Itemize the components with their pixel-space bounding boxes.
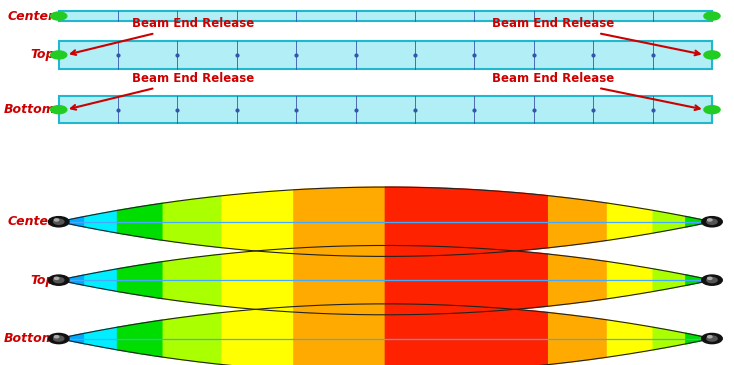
Circle shape [51,12,67,20]
Circle shape [708,277,712,280]
Text: Top: Top [31,274,55,287]
Text: Beam End Release: Beam End Release [492,72,700,110]
Polygon shape [608,320,653,357]
Polygon shape [653,327,686,350]
Circle shape [704,51,720,59]
Polygon shape [653,210,686,233]
Circle shape [707,219,717,224]
Bar [59,41,712,69]
Circle shape [704,12,720,20]
Polygon shape [294,304,385,365]
Bar [59,96,712,123]
Circle shape [54,336,59,338]
Polygon shape [686,275,712,285]
Polygon shape [477,307,548,365]
Polygon shape [163,254,222,306]
Circle shape [48,334,69,344]
Polygon shape [548,312,608,365]
Polygon shape [477,190,548,254]
Polygon shape [385,245,477,315]
Polygon shape [59,333,85,344]
Circle shape [702,275,722,285]
Text: Top: Top [31,49,55,61]
Polygon shape [385,304,477,365]
Polygon shape [686,333,712,344]
Circle shape [707,277,717,283]
Polygon shape [85,327,117,350]
Circle shape [48,216,69,227]
Text: Center: Center [8,215,55,228]
Polygon shape [608,203,653,241]
Circle shape [51,51,67,59]
Polygon shape [608,261,653,299]
Polygon shape [85,210,117,233]
Text: Bottom: Bottom [3,332,55,345]
Circle shape [48,275,69,285]
Polygon shape [59,275,85,285]
Circle shape [702,216,722,227]
Circle shape [54,219,64,224]
Polygon shape [294,187,385,256]
Circle shape [54,277,59,280]
Polygon shape [385,187,477,256]
Polygon shape [548,254,608,306]
Polygon shape [548,196,608,248]
Polygon shape [163,196,222,248]
Circle shape [704,106,720,114]
Polygon shape [222,190,294,254]
Polygon shape [222,307,294,365]
Polygon shape [222,248,294,312]
Polygon shape [117,261,163,299]
Circle shape [707,336,717,341]
Circle shape [54,277,64,283]
Circle shape [708,219,712,221]
Text: Bottom: Bottom [3,103,55,116]
Bar [59,11,712,21]
Circle shape [702,334,722,344]
Polygon shape [117,203,163,241]
Circle shape [51,106,67,114]
Polygon shape [294,245,385,315]
Circle shape [54,219,59,221]
Text: Center: Center [8,9,55,23]
Text: Beam End Release: Beam End Release [492,18,700,55]
Polygon shape [85,269,117,292]
Polygon shape [163,312,222,365]
Polygon shape [59,216,85,227]
Polygon shape [117,320,163,357]
Polygon shape [653,269,686,292]
Text: Beam End Release: Beam End Release [71,72,255,110]
Circle shape [54,336,64,341]
Circle shape [708,336,712,338]
Polygon shape [686,216,712,227]
Polygon shape [477,248,548,312]
Text: Beam End Release: Beam End Release [71,18,255,55]
